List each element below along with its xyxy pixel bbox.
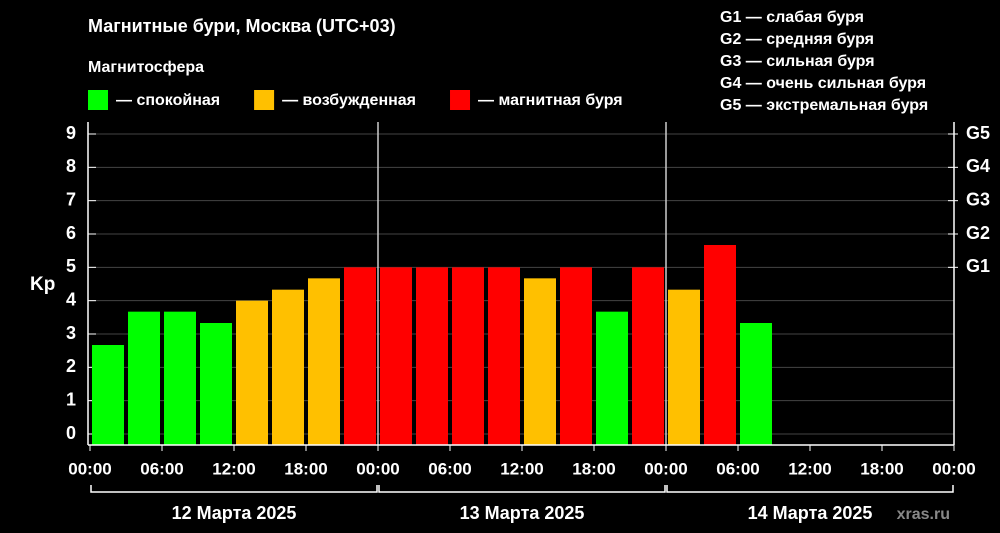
legend-label: — возбужденная	[282, 92, 416, 109]
legend-title: Магнитосфера	[88, 59, 204, 76]
storm-scale-item: G2 — средняя буря	[720, 31, 874, 48]
bar	[488, 267, 520, 445]
y-tick-label: 1	[66, 389, 76, 409]
bar	[632, 267, 664, 445]
day-label: 14 Марта 2025	[748, 503, 873, 523]
legend-label: — магнитная буря	[478, 92, 623, 109]
bar	[524, 278, 556, 445]
legend-swatch	[450, 90, 471, 110]
x-tick-label: 00:00	[644, 459, 687, 478]
y-tick-label: 9	[66, 123, 76, 143]
bar	[272, 289, 304, 445]
legend-label: — спокойная	[116, 92, 220, 109]
y-axis-label: Kp	[30, 274, 55, 295]
y2-tick-label: G4	[966, 156, 990, 176]
y2-tick-label: G2	[966, 223, 990, 243]
bar	[236, 300, 268, 445]
day-bracket	[90, 485, 378, 493]
bar	[560, 267, 592, 445]
bar	[740, 323, 772, 445]
bar	[308, 278, 340, 445]
day-bracket	[378, 485, 666, 493]
day-bracket	[666, 485, 954, 493]
x-tick-label: 06:00	[428, 459, 471, 478]
x-tick-label: 12:00	[500, 459, 543, 478]
day-label: 13 Марта 2025	[460, 503, 585, 523]
storm-scale-item: G3 — сильная буря	[720, 53, 875, 70]
x-tick-label: 12:00	[212, 459, 255, 478]
bar	[668, 289, 700, 445]
y-tick-label: 0	[66, 423, 76, 443]
day-label: 12 Марта 2025	[172, 503, 297, 523]
bar	[164, 311, 196, 445]
y-tick-label: 8	[66, 156, 76, 176]
y-tick-label: 2	[66, 356, 76, 376]
x-tick-label: 18:00	[572, 459, 615, 478]
bar	[200, 323, 232, 445]
legend-swatch	[88, 90, 108, 110]
y2-tick-label: G3	[966, 189, 990, 209]
x-tick-label: 18:00	[860, 459, 903, 478]
y2-tick-label: G5	[966, 123, 990, 143]
x-tick-label: 00:00	[356, 459, 399, 478]
y2-tick-label: G1	[966, 256, 990, 276]
y-tick-label: 5	[66, 256, 76, 276]
y-tick-label: 4	[66, 289, 76, 309]
x-tick-label: 06:00	[716, 459, 759, 478]
x-tick-label: 06:00	[140, 459, 183, 478]
storm-scale-item: G4 — очень сильная буря	[720, 75, 926, 92]
watermark: xras.ru	[897, 506, 950, 523]
storm-scale-item: G5 — экстремальная буря	[720, 97, 928, 114]
chart-title: Магнитные бури, Москва (UTC+03)	[88, 16, 396, 36]
bar	[380, 267, 412, 445]
legend-swatch	[254, 90, 275, 110]
bar	[92, 345, 124, 445]
bar	[128, 311, 160, 445]
bar	[416, 267, 448, 445]
bar	[596, 311, 628, 445]
bar	[452, 267, 484, 445]
x-tick-label: 00:00	[932, 459, 975, 478]
x-tick-label: 00:00	[68, 459, 111, 478]
y-tick-label: 7	[66, 189, 76, 209]
x-tick-label: 18:00	[284, 459, 327, 478]
x-tick-label: 12:00	[788, 459, 831, 478]
y-tick-label: 6	[66, 223, 76, 243]
bar	[344, 267, 376, 445]
y-tick-label: 3	[66, 323, 76, 343]
storm-scale-item: G1 — слабая буря	[720, 9, 864, 26]
bar	[704, 245, 736, 445]
